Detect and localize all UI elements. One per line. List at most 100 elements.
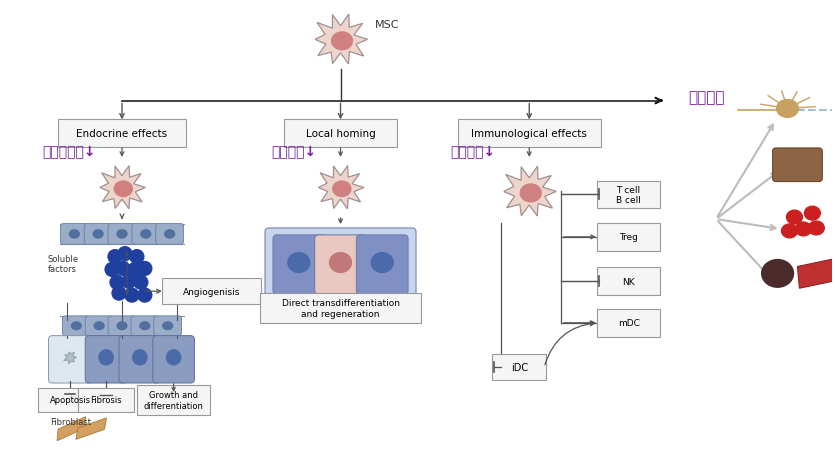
FancyBboxPatch shape xyxy=(63,316,90,336)
Ellipse shape xyxy=(787,211,802,225)
Ellipse shape xyxy=(117,322,127,330)
Ellipse shape xyxy=(796,222,812,236)
Circle shape xyxy=(108,250,122,264)
FancyBboxPatch shape xyxy=(265,229,416,298)
Circle shape xyxy=(134,276,148,290)
Text: Fibrosis: Fibrosis xyxy=(90,396,122,405)
Ellipse shape xyxy=(133,350,147,365)
Circle shape xyxy=(138,262,152,276)
FancyBboxPatch shape xyxy=(772,149,822,182)
FancyBboxPatch shape xyxy=(131,316,159,336)
FancyBboxPatch shape xyxy=(597,181,660,209)
Ellipse shape xyxy=(808,221,824,235)
Ellipse shape xyxy=(94,322,104,330)
Text: 免疫调节↓: 免疫调节↓ xyxy=(450,145,495,159)
Text: T cell
B cell: T cell B cell xyxy=(616,185,641,205)
Text: 归巢效应↓: 归巢效应↓ xyxy=(271,145,316,159)
FancyBboxPatch shape xyxy=(108,316,136,336)
FancyBboxPatch shape xyxy=(137,385,210,415)
Text: 多向分化: 多向分化 xyxy=(688,90,725,105)
Ellipse shape xyxy=(99,350,114,365)
Ellipse shape xyxy=(520,184,541,202)
FancyBboxPatch shape xyxy=(597,268,660,295)
Circle shape xyxy=(130,250,144,264)
Circle shape xyxy=(128,263,142,277)
FancyBboxPatch shape xyxy=(78,388,134,412)
Text: NK: NK xyxy=(622,277,635,286)
Ellipse shape xyxy=(804,207,820,221)
FancyBboxPatch shape xyxy=(153,336,195,383)
Text: iDC: iDC xyxy=(511,363,528,373)
Ellipse shape xyxy=(331,33,352,51)
FancyBboxPatch shape xyxy=(108,224,136,245)
FancyBboxPatch shape xyxy=(493,354,546,380)
Text: Growth and
differentiation: Growth and differentiation xyxy=(144,390,204,410)
Ellipse shape xyxy=(372,253,393,273)
Text: Apoptosis: Apoptosis xyxy=(50,396,91,405)
Circle shape xyxy=(122,275,136,289)
FancyBboxPatch shape xyxy=(85,316,113,336)
FancyBboxPatch shape xyxy=(284,120,397,147)
Polygon shape xyxy=(797,259,835,289)
Circle shape xyxy=(116,262,130,276)
FancyBboxPatch shape xyxy=(458,120,600,147)
Circle shape xyxy=(125,289,139,302)
Circle shape xyxy=(105,263,119,277)
FancyBboxPatch shape xyxy=(119,336,160,383)
FancyBboxPatch shape xyxy=(48,336,92,383)
FancyBboxPatch shape xyxy=(58,120,186,147)
Text: Treg: Treg xyxy=(619,233,638,242)
FancyBboxPatch shape xyxy=(357,235,408,295)
Polygon shape xyxy=(100,166,145,209)
FancyBboxPatch shape xyxy=(132,224,159,245)
Ellipse shape xyxy=(117,230,127,239)
Polygon shape xyxy=(63,352,77,364)
Circle shape xyxy=(138,289,152,302)
Text: Angiogenisis: Angiogenisis xyxy=(183,287,240,296)
Text: 旁分泌效应↓: 旁分泌效应↓ xyxy=(43,145,96,159)
Text: Fibroblast: Fibroblast xyxy=(50,417,92,426)
Polygon shape xyxy=(318,166,364,209)
Text: Local homing: Local homing xyxy=(306,129,376,139)
Circle shape xyxy=(110,276,124,290)
Ellipse shape xyxy=(330,253,352,273)
FancyBboxPatch shape xyxy=(38,388,103,412)
Polygon shape xyxy=(76,418,106,439)
Ellipse shape xyxy=(71,322,81,330)
Ellipse shape xyxy=(782,225,797,238)
Text: Endocrine effects: Endocrine effects xyxy=(77,129,168,139)
Ellipse shape xyxy=(288,253,310,273)
Ellipse shape xyxy=(166,350,180,365)
Text: Direct transdifferentiation
and regeneration: Direct transdifferentiation and regenera… xyxy=(281,299,399,318)
Polygon shape xyxy=(315,15,367,65)
Ellipse shape xyxy=(141,230,151,239)
Text: MSC: MSC xyxy=(375,20,400,30)
Circle shape xyxy=(112,286,126,300)
Text: Soluble
factors: Soluble factors xyxy=(48,254,78,274)
Ellipse shape xyxy=(69,230,79,239)
Polygon shape xyxy=(504,167,556,216)
Ellipse shape xyxy=(94,230,103,239)
Ellipse shape xyxy=(777,100,798,118)
FancyBboxPatch shape xyxy=(162,279,261,304)
Ellipse shape xyxy=(114,182,132,197)
FancyBboxPatch shape xyxy=(597,224,660,251)
Text: mDC: mDC xyxy=(618,318,640,327)
FancyBboxPatch shape xyxy=(60,224,89,245)
FancyBboxPatch shape xyxy=(273,235,325,295)
FancyBboxPatch shape xyxy=(85,336,127,383)
Circle shape xyxy=(118,247,132,261)
FancyBboxPatch shape xyxy=(154,316,181,336)
Ellipse shape xyxy=(164,230,175,239)
Polygon shape xyxy=(57,417,86,441)
Ellipse shape xyxy=(762,260,793,288)
FancyBboxPatch shape xyxy=(597,309,660,337)
FancyBboxPatch shape xyxy=(156,224,184,245)
FancyBboxPatch shape xyxy=(315,235,367,295)
FancyBboxPatch shape xyxy=(84,224,112,245)
Ellipse shape xyxy=(163,322,173,330)
Ellipse shape xyxy=(333,182,351,197)
Text: Immunological effects: Immunological effects xyxy=(471,129,587,139)
Ellipse shape xyxy=(140,322,149,330)
FancyBboxPatch shape xyxy=(260,294,421,323)
